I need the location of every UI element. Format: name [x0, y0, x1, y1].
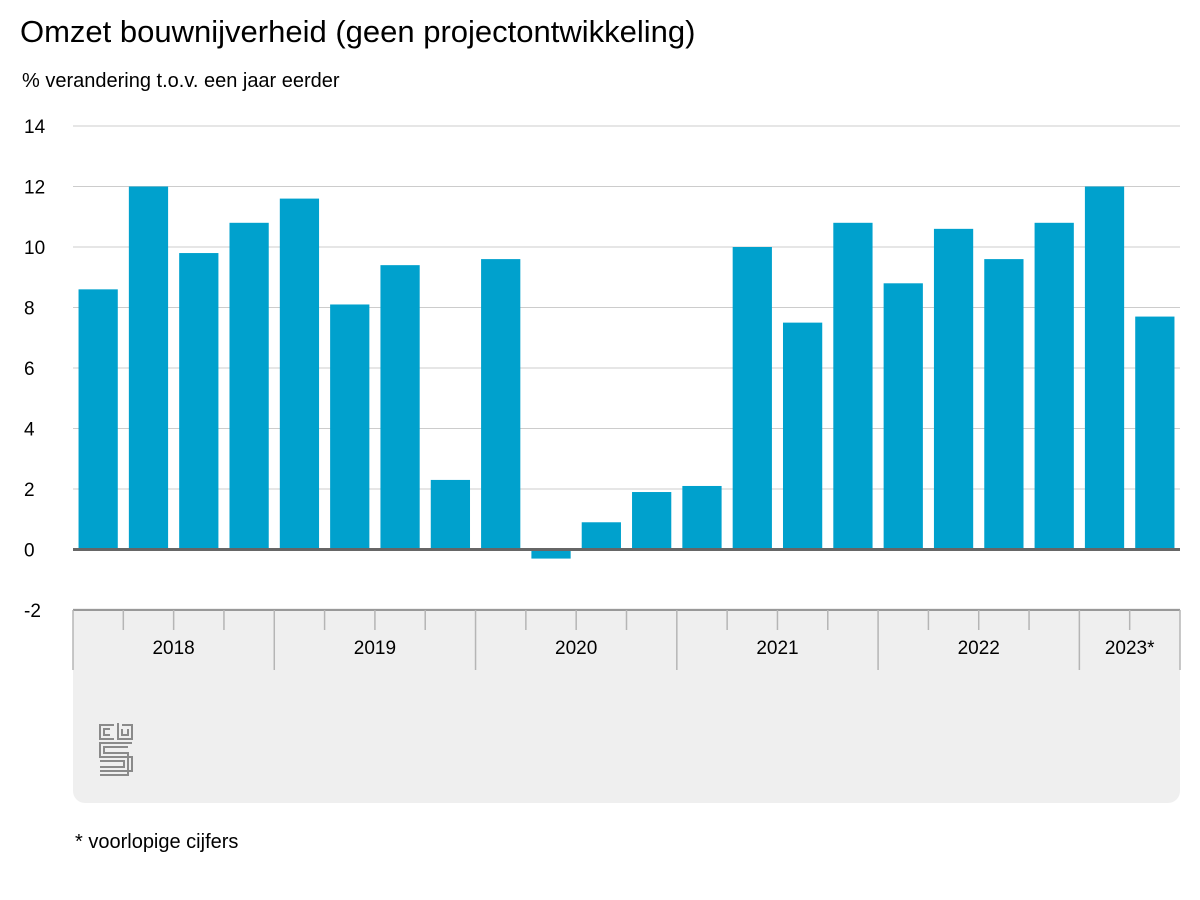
bar	[1034, 222, 1074, 550]
bar	[782, 322, 823, 550]
bar	[1135, 316, 1175, 550]
bar	[933, 228, 974, 550]
cbs-logo-icon	[99, 723, 133, 776]
x-tick-label-year: 2020	[555, 638, 597, 659]
bar	[984, 259, 1024, 550]
x-tick-label-year: 2019	[354, 638, 396, 659]
x-axis-panel	[73, 608, 1180, 803]
y-tick-label: 10	[24, 238, 45, 259]
bar	[179, 253, 219, 550]
bar	[430, 479, 471, 550]
y-tick-label: 6	[24, 359, 35, 380]
footnote: * voorlopige cijfers	[75, 831, 239, 853]
y-tick-label: 8	[24, 299, 35, 320]
x-tick-label-year: 2021	[756, 638, 798, 659]
x-tick-label-year: 2018	[152, 638, 194, 659]
y-tick-label: 0	[24, 541, 35, 562]
bar	[1084, 186, 1125, 550]
bar	[531, 549, 571, 559]
chart-subtitle: % verandering t.o.v. een jaar eerder	[22, 70, 340, 92]
bar	[481, 259, 521, 550]
y-tick-label: 12	[24, 178, 45, 199]
y-tick-label: 14	[24, 117, 46, 138]
bar	[229, 222, 269, 550]
bar	[833, 222, 873, 550]
bar	[581, 522, 621, 550]
x-tick-label-year: 2023*	[1105, 638, 1155, 659]
y-axis-tick-labels: -2 0 2 4 6 8 10 12 14	[24, 117, 46, 622]
bar	[78, 289, 118, 550]
bar	[883, 283, 923, 550]
bar	[279, 198, 320, 550]
bar	[632, 492, 672, 550]
y-tick-label: 2	[24, 480, 35, 501]
chart-title: Omzet bouwnijverheid (geen projectontwik…	[20, 14, 696, 49]
x-tick-label-year: 2022	[958, 638, 1000, 659]
bar	[380, 265, 420, 550]
x-axis: 2018 2019 2020 2021 2022 2023*	[72, 609, 1181, 670]
y-tick-label: 4	[24, 420, 35, 441]
bar	[330, 304, 370, 550]
bar	[128, 186, 169, 550]
bars	[73, 186, 1180, 559]
bar	[682, 485, 722, 550]
bar	[732, 247, 772, 550]
y-tick-label: -2	[24, 601, 41, 622]
